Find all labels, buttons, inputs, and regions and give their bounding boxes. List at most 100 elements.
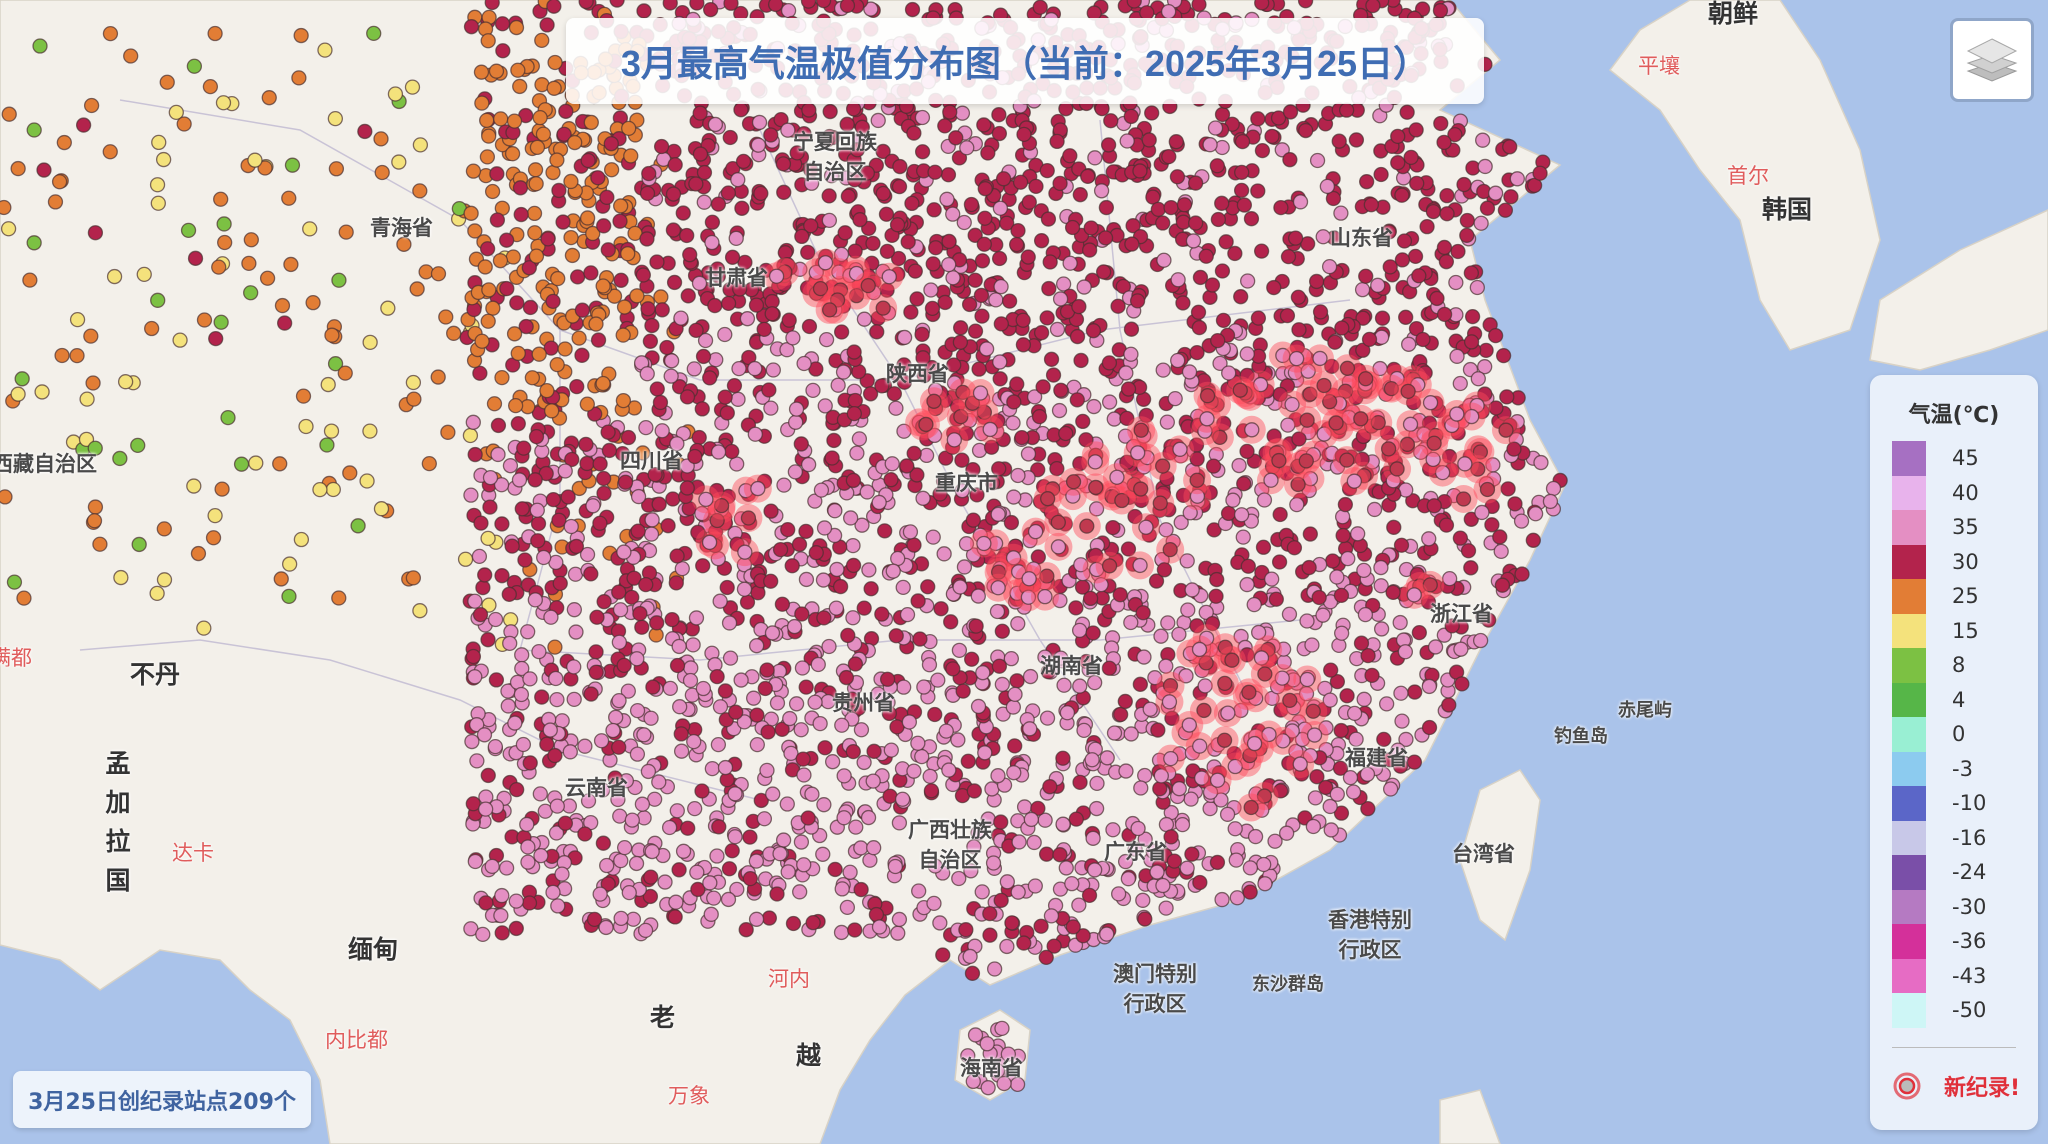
station-dot[interactable] xyxy=(79,391,95,407)
record-station-dot[interactable] xyxy=(1130,445,1146,461)
station-dot[interactable] xyxy=(0,199,12,216)
station-dot[interactable] xyxy=(711,819,727,835)
station-dot[interactable] xyxy=(1242,860,1259,876)
station-dot[interactable] xyxy=(1280,417,1296,433)
station-dot[interactable] xyxy=(1495,347,1512,364)
station-dot[interactable] xyxy=(707,297,723,314)
station-dot[interactable] xyxy=(661,819,678,836)
station-dot[interactable] xyxy=(149,177,166,193)
station-dot[interactable] xyxy=(1173,514,1189,531)
station-dot[interactable] xyxy=(963,196,980,213)
station-dot[interactable] xyxy=(765,786,781,802)
station-dot[interactable] xyxy=(611,584,627,600)
station-dot[interactable] xyxy=(785,915,802,932)
station-dot[interactable] xyxy=(1009,673,1025,689)
station-dot[interactable] xyxy=(1039,310,1055,326)
station-dot[interactable] xyxy=(815,572,832,588)
station-dot[interactable] xyxy=(579,396,595,412)
station-dot[interactable] xyxy=(69,347,85,364)
station-dot[interactable] xyxy=(1192,874,1208,891)
station-dot[interactable] xyxy=(508,893,524,909)
station-dot[interactable] xyxy=(1058,860,1074,876)
station-dot[interactable] xyxy=(926,895,942,912)
station-dot[interactable] xyxy=(406,391,422,407)
station-dot[interactable] xyxy=(1156,562,1173,578)
station-dot[interactable] xyxy=(527,592,543,608)
station-dot[interactable] xyxy=(1442,570,1458,587)
station-dot[interactable] xyxy=(801,318,818,335)
station-dot[interactable] xyxy=(1393,685,1409,701)
station-dot[interactable] xyxy=(1464,308,1481,325)
station-dot[interactable] xyxy=(952,334,969,350)
station-dot[interactable] xyxy=(36,162,52,178)
station-dot[interactable] xyxy=(1009,376,1025,392)
station-dot[interactable] xyxy=(695,558,711,574)
station-dot[interactable] xyxy=(1301,559,1317,576)
station-dot[interactable] xyxy=(1175,295,1191,311)
station-dot[interactable] xyxy=(362,334,378,350)
station-dot[interactable] xyxy=(592,886,608,902)
station-dot[interactable] xyxy=(1379,696,1395,712)
station-dot[interactable] xyxy=(1004,915,1020,931)
station-dot[interactable] xyxy=(696,194,712,210)
station-dot[interactable] xyxy=(533,847,549,864)
station-dot[interactable] xyxy=(1311,589,1327,606)
station-dot[interactable] xyxy=(688,610,705,626)
station-dot[interactable] xyxy=(513,686,530,703)
station-dot[interactable] xyxy=(780,864,796,880)
station-dot[interactable] xyxy=(1191,319,1208,336)
station-dot[interactable] xyxy=(207,507,223,524)
station-dot[interactable] xyxy=(457,551,474,567)
station-dot[interactable] xyxy=(925,256,941,272)
station-dot[interactable] xyxy=(993,316,1009,332)
station-dot[interactable] xyxy=(839,899,856,916)
station-dot[interactable] xyxy=(1150,201,1166,218)
station-dot[interactable] xyxy=(851,431,868,447)
station-dot[interactable] xyxy=(498,860,515,876)
station-dot[interactable] xyxy=(611,634,627,650)
station-dot[interactable] xyxy=(615,392,632,409)
station-dot[interactable] xyxy=(1123,614,1139,631)
station-dot[interactable] xyxy=(973,287,990,303)
station-dot[interactable] xyxy=(485,300,501,316)
station-dot[interactable] xyxy=(1449,348,1465,364)
station-dot[interactable] xyxy=(965,462,981,478)
station-dot[interactable] xyxy=(214,481,230,497)
station-dot[interactable] xyxy=(1279,307,1296,324)
station-dot[interactable] xyxy=(888,400,904,416)
station-dot[interactable] xyxy=(159,74,175,90)
station-dot[interactable] xyxy=(1439,206,1455,222)
station-dot[interactable] xyxy=(878,206,895,222)
station-dot[interactable] xyxy=(1007,686,1023,702)
station-dot[interactable] xyxy=(916,679,932,695)
station-dot[interactable] xyxy=(1324,553,1341,569)
station-dot[interactable] xyxy=(753,792,769,809)
station-dot[interactable] xyxy=(1016,799,1033,815)
station-dot[interactable] xyxy=(1503,189,1519,205)
station-dot[interactable] xyxy=(261,90,277,106)
station-dot[interactable] xyxy=(295,388,312,404)
station-dot[interactable] xyxy=(747,426,763,442)
station-dot[interactable] xyxy=(1253,243,1270,259)
station-dot[interactable] xyxy=(1015,312,1031,328)
station-dot[interactable] xyxy=(1081,887,1098,904)
station-dot[interactable] xyxy=(247,152,263,168)
station-dot[interactable] xyxy=(1499,389,1515,405)
station-dot[interactable] xyxy=(847,392,863,409)
record-station-dot[interactable] xyxy=(875,300,891,316)
station-dot[interactable] xyxy=(1264,571,1280,587)
station-dot[interactable] xyxy=(977,745,993,761)
record-station-dot[interactable] xyxy=(817,255,834,271)
station-dot[interactable] xyxy=(653,138,670,155)
station-dot[interactable] xyxy=(1089,775,1105,792)
station-dot[interactable] xyxy=(837,225,853,241)
station-dot[interactable] xyxy=(1233,182,1250,199)
station-dot[interactable] xyxy=(467,223,483,239)
station-dot[interactable] xyxy=(1022,721,1038,737)
station-dot[interactable] xyxy=(1150,722,1166,738)
station-dot[interactable] xyxy=(710,444,727,460)
station-dot[interactable] xyxy=(679,480,695,496)
station-dot[interactable] xyxy=(1190,304,1207,320)
station-dot[interactable] xyxy=(941,233,957,250)
station-dot[interactable] xyxy=(980,145,996,161)
